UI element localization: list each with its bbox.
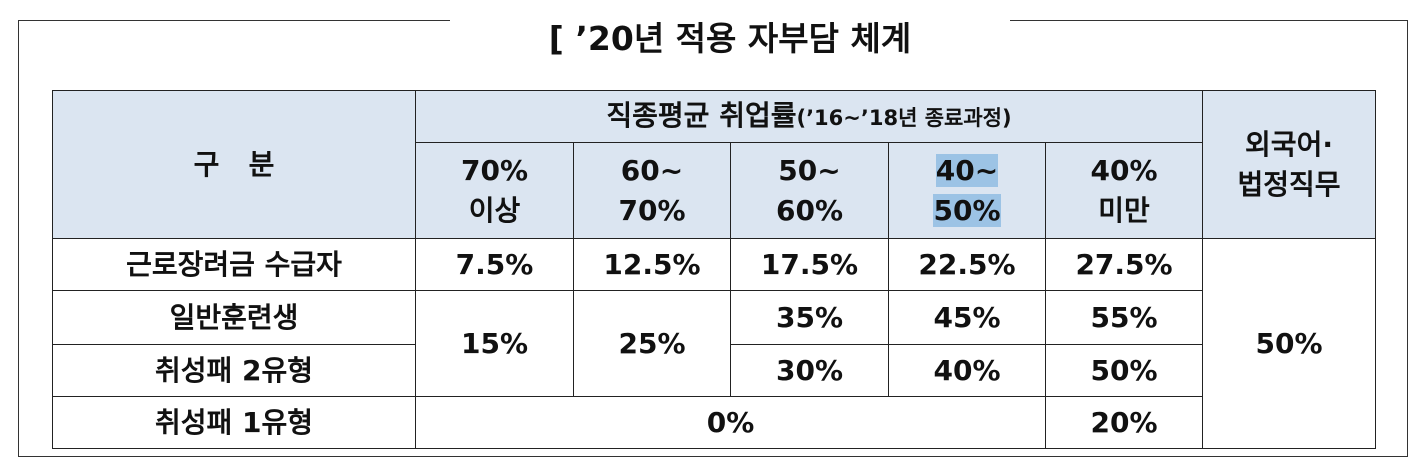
- row-label: 취성패 2유형: [52, 344, 416, 397]
- header-text: 70%: [460, 153, 529, 187]
- table: 구 분 직종평균 취업률(’16~’18년 종료과정) 외국어· 법정직무 70%…: [52, 90, 1377, 449]
- cell: 17.5%: [730, 238, 889, 291]
- cell: 25%: [573, 290, 731, 397]
- header-cell: 70% 이상: [415, 142, 574, 239]
- header-text: 40%: [1090, 153, 1158, 187]
- cell: 27.5%: [1044, 238, 1204, 291]
- cell: 50%: [1202, 238, 1377, 449]
- header-text: 미만: [1098, 193, 1150, 227]
- cell: 50%: [1044, 344, 1204, 397]
- header-text: 이상: [468, 193, 521, 227]
- cell: 55%: [1044, 290, 1204, 345]
- header-text: 직종평균 취업률: [606, 98, 797, 132]
- cell: 20%: [1044, 396, 1204, 449]
- header-cell: 60~ 70%: [573, 142, 731, 239]
- row-label: 근로장려금 수급자: [52, 238, 416, 291]
- header-cell: 직종평균 취업률(’16~’18년 종료과정): [414, 90, 1204, 143]
- title: [ ’20년 적용 자부담 체계: [450, 16, 1010, 62]
- header-cell: 외국어· 법정직무: [1202, 90, 1377, 239]
- cell: 12.5%: [573, 238, 731, 291]
- header-cell: 구 분: [52, 90, 416, 239]
- cell: 45%: [888, 290, 1046, 345]
- header-text: 60%: [775, 193, 844, 227]
- row-label: 취성패 1유형: [52, 396, 416, 449]
- header-text: (’16~’18년 종료과정): [796, 105, 1012, 130]
- header-text: 외국어·: [1245, 127, 1333, 161]
- header-text: 70%: [618, 193, 686, 227]
- header-text: 50%: [933, 193, 1001, 227]
- cell: 0%: [415, 396, 1046, 449]
- cell: 22.5%: [888, 238, 1046, 291]
- header-cell: 40% 미만: [1044, 142, 1204, 239]
- cell: 35%: [730, 290, 889, 345]
- cell: 30%: [730, 344, 889, 397]
- header-text: 법정직무: [1237, 167, 1341, 201]
- header-text: 50~: [778, 153, 841, 187]
- row-label: 일반훈련생: [52, 290, 416, 345]
- header-text: 40~: [935, 153, 999, 187]
- header-text: 60~: [620, 153, 684, 187]
- header-cell: 40~ 50%: [888, 142, 1046, 239]
- header-cell: 50~ 60%: [730, 142, 889, 239]
- cell: 7.5%: [415, 238, 574, 291]
- cell: 40%: [888, 344, 1046, 397]
- cell: 15%: [415, 290, 574, 397]
